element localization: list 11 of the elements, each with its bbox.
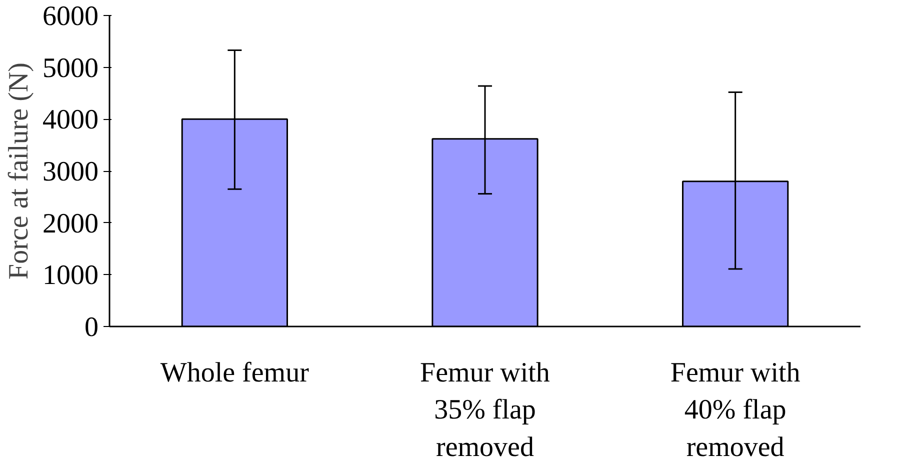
y-tick-label: 6000: [42, 1, 98, 32]
y-tick-label: 0: [84, 312, 98, 343]
y-tick-label: 1000: [42, 260, 98, 292]
x-tick-label: Femur with 40% flap removed: [670, 358, 800, 463]
x-tick-label: Whole femur: [160, 358, 310, 388]
x-tick-label: Femur with 35% flap removed: [420, 358, 550, 463]
y-tick-label: 2000: [42, 208, 98, 240]
y-tick-label: 4000: [42, 104, 98, 136]
y-tick-label: 3000: [42, 156, 98, 188]
y-axis-title: Force at failure (N): [4, 62, 34, 280]
y-tick-label: 5000: [42, 52, 98, 84]
